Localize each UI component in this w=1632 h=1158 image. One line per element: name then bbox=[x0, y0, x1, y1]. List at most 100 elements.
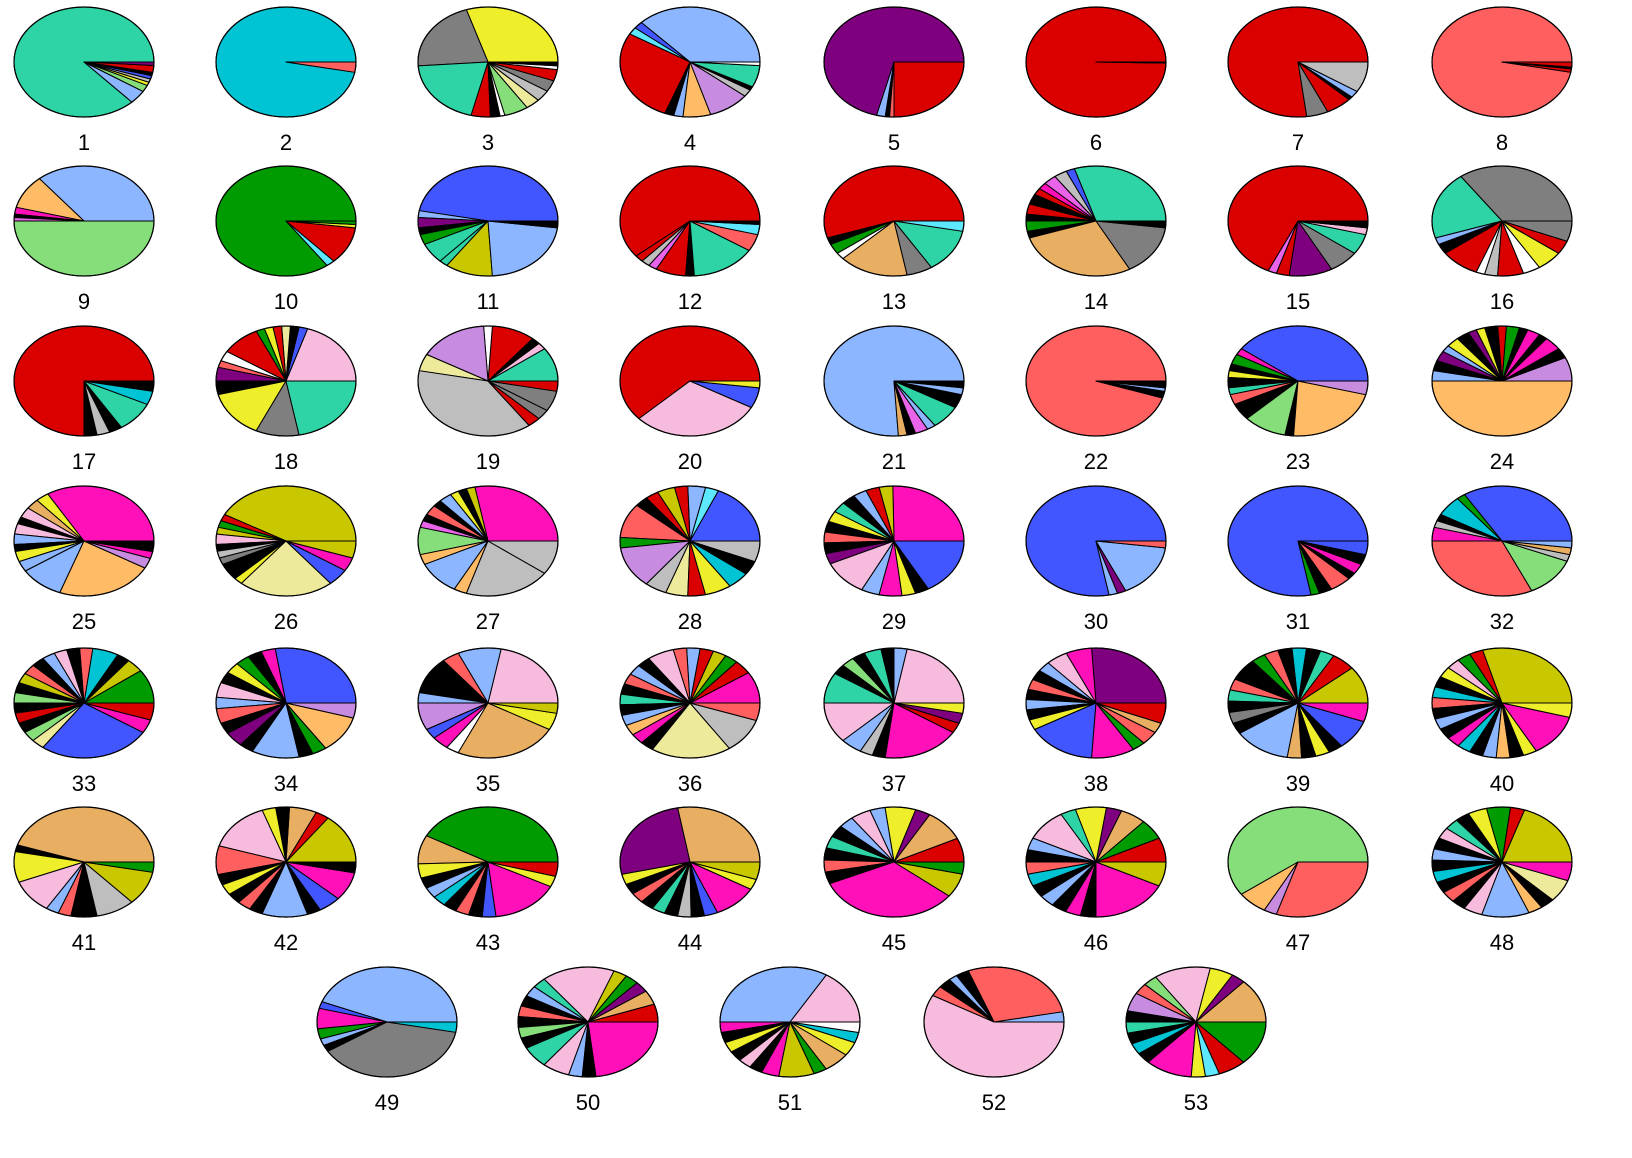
pie-11-outline bbox=[417, 165, 559, 277]
pie-chart-25: 25 bbox=[13, 485, 155, 634]
pie-label-31: 31 bbox=[1286, 609, 1310, 634]
pie-18-outline bbox=[215, 325, 357, 437]
pie-chart-13: 13 bbox=[823, 165, 965, 314]
pie-label-4: 4 bbox=[684, 130, 696, 155]
pie-chart-23: 23 bbox=[1227, 325, 1369, 474]
pie-45-outline bbox=[823, 806, 965, 918]
pie-chart-17: 17 bbox=[13, 325, 155, 474]
pie-label-49: 49 bbox=[375, 1090, 399, 1115]
pie-chart-3: 3 bbox=[417, 6, 559, 155]
pie-label-11: 11 bbox=[477, 289, 500, 314]
pie-chart-49: 49 bbox=[316, 966, 458, 1115]
pie-chart-12: 12 bbox=[619, 165, 761, 314]
pie-label-2: 2 bbox=[280, 130, 292, 155]
pie-19-outline bbox=[417, 325, 559, 437]
pie-label-32: 32 bbox=[1490, 609, 1514, 634]
pie-label-46: 46 bbox=[1084, 930, 1108, 955]
pie-35-outline bbox=[417, 647, 559, 759]
pie-chart-36: 36 bbox=[619, 647, 761, 796]
pie-label-15: 15 bbox=[1286, 289, 1310, 314]
pie-27-outline bbox=[417, 485, 559, 597]
pie-29-outline bbox=[823, 485, 965, 597]
pie-16-outline bbox=[1431, 165, 1573, 277]
pie-33-outline bbox=[13, 647, 155, 759]
pie-48-outline bbox=[1431, 806, 1573, 918]
pie-chart-29: 29 bbox=[823, 485, 965, 634]
pie-2-outline bbox=[215, 6, 357, 118]
pie-15-outline bbox=[1227, 165, 1369, 277]
pie-26-outline bbox=[215, 485, 357, 597]
pie-chart-46: 46 bbox=[1025, 806, 1167, 955]
pie-label-53: 53 bbox=[1184, 1090, 1208, 1115]
pie-5-outline bbox=[823, 6, 965, 118]
pie-chart-38: 38 bbox=[1025, 647, 1167, 796]
pie-49-outline bbox=[316, 966, 458, 1078]
pie-chart-30: 30 bbox=[1025, 485, 1167, 634]
pie-10-outline bbox=[215, 165, 357, 277]
pie-label-17: 17 bbox=[72, 449, 96, 474]
pie-chart-35: 35 bbox=[417, 647, 559, 796]
pie-label-36: 36 bbox=[678, 771, 702, 796]
pie-chart-31: 31 bbox=[1227, 485, 1369, 634]
pie-label-44: 44 bbox=[678, 930, 702, 955]
pie-chart-41: 41 bbox=[13, 806, 155, 955]
pie-24-outline bbox=[1431, 325, 1573, 437]
pie-13-outline bbox=[823, 165, 965, 277]
pie-37-outline bbox=[823, 647, 965, 759]
pie-label-35: 35 bbox=[476, 771, 500, 796]
pie-label-9: 9 bbox=[78, 289, 90, 314]
pie-label-42: 42 bbox=[274, 930, 298, 955]
pie-label-38: 38 bbox=[1084, 771, 1108, 796]
pie-label-3: 3 bbox=[482, 130, 494, 155]
pie-label-52: 52 bbox=[982, 1090, 1006, 1115]
pie-chart-5: 5 bbox=[823, 6, 965, 155]
pie-chart-4: 4 bbox=[619, 6, 761, 155]
pie-label-22: 22 bbox=[1084, 449, 1108, 474]
pie-chart-34: 34 bbox=[215, 647, 357, 796]
pie-chart-51: 51 bbox=[719, 966, 861, 1115]
pie-label-48: 48 bbox=[1490, 930, 1514, 955]
pie-label-25: 25 bbox=[72, 609, 96, 634]
pie-8-outline bbox=[1431, 6, 1573, 118]
pie-label-29: 29 bbox=[882, 609, 906, 634]
pie-chart-11: 11 bbox=[417, 165, 559, 314]
pie-chart-22: 22 bbox=[1025, 325, 1167, 474]
pie-28-outline bbox=[619, 485, 761, 597]
pie-chart-48: 48 bbox=[1431, 806, 1573, 955]
pie-38-outline bbox=[1025, 647, 1167, 759]
pie-label-1: 1 bbox=[78, 130, 90, 155]
pie-label-5: 5 bbox=[888, 130, 900, 155]
pie-25-outline bbox=[13, 485, 155, 597]
pie-label-24: 24 bbox=[1490, 449, 1514, 474]
pie-chart-26: 26 bbox=[215, 485, 357, 634]
pie-label-33: 33 bbox=[72, 771, 96, 796]
pie-12-outline bbox=[619, 165, 761, 277]
pie-label-39: 39 bbox=[1286, 771, 1310, 796]
pie-chart-18: 18 bbox=[215, 325, 357, 474]
pie-chart-52: 52 bbox=[923, 966, 1065, 1115]
pie-47-outline bbox=[1227, 806, 1369, 918]
pie-7-outline bbox=[1227, 6, 1369, 118]
pie-9-slice-6 bbox=[13, 220, 155, 277]
pie-label-51: 51 bbox=[778, 1090, 802, 1115]
pie-11-slice-9 bbox=[487, 220, 558, 277]
pie-label-19: 19 bbox=[476, 449, 500, 474]
pie-53-outline bbox=[1125, 966, 1267, 1078]
pie-34-outline bbox=[215, 647, 357, 759]
pie-22-outline bbox=[1025, 325, 1167, 437]
pie-44-outline bbox=[619, 806, 761, 918]
pie-chart-16: 16 bbox=[1431, 165, 1573, 314]
pie-46-outline bbox=[1025, 806, 1167, 918]
pie-chart-37: 37 bbox=[823, 647, 965, 796]
pie-label-13: 13 bbox=[882, 289, 906, 314]
pie-39-outline bbox=[1227, 647, 1369, 759]
pie-chart-7: 7 bbox=[1227, 6, 1369, 155]
pie-50-slice-18 bbox=[587, 1021, 659, 1078]
pie-chart-47: 47 bbox=[1227, 806, 1369, 955]
pie-chart-15: 15 bbox=[1227, 165, 1369, 314]
pie-label-20: 20 bbox=[678, 449, 702, 474]
pie-44-slice-1 bbox=[677, 806, 761, 863]
pie-chart-45: 45 bbox=[823, 806, 965, 955]
pie-9-outline bbox=[13, 165, 155, 277]
pie-4-outline bbox=[619, 6, 761, 118]
